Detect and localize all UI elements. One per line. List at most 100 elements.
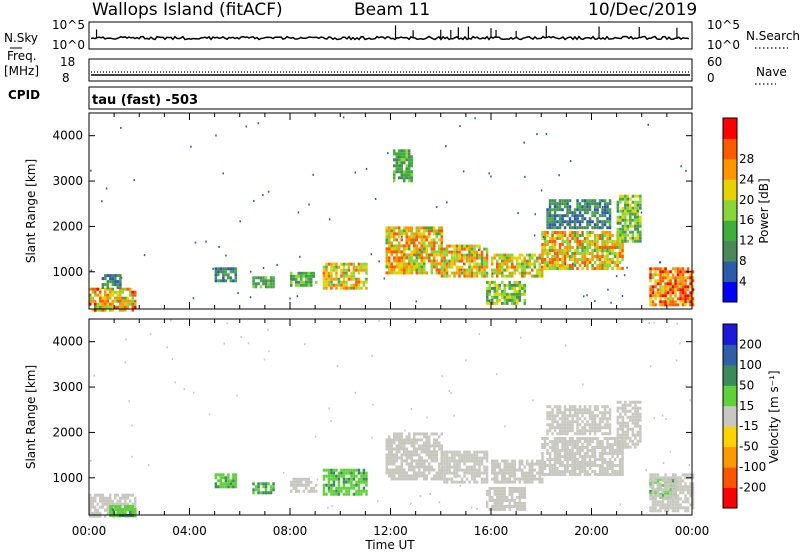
heatmap-cell	[656, 273, 660, 277]
heatmap-cell	[443, 268, 446, 272]
heatmap-cell	[410, 161, 413, 165]
date-label: 10/Dec/2019	[588, 0, 698, 20]
heatmap-cell	[405, 235, 408, 239]
heatmap-cell	[621, 436, 625, 440]
heatmap-cell	[403, 229, 406, 233]
heatmap-cell	[342, 477, 346, 481]
heatmap-cell	[593, 432, 597, 436]
heatmap-cell	[679, 482, 682, 486]
heatmap-cell	[553, 467, 557, 470]
heatmap-cell	[111, 299, 114, 303]
heatmap-cell	[551, 261, 554, 264]
heatmap-cell	[290, 480, 293, 484]
heatmap-cell	[573, 258, 577, 261]
heatmap-cell	[573, 264, 577, 267]
heatmap-cell	[541, 443, 544, 446]
scatter-echo	[113, 506, 115, 509]
heatmap-cell	[538, 477, 541, 481]
heatmap-cell	[608, 414, 612, 418]
heatmap-cell	[531, 262, 534, 266]
heatmap-cell	[483, 477, 486, 481]
heatmap-cell	[531, 480, 534, 484]
colorbar-swatch	[723, 138, 737, 160]
heatmap-cell	[613, 437, 617, 440]
heatmap-cell	[330, 486, 333, 490]
heatmap-cell	[94, 287, 97, 291]
scatter-echo	[486, 500, 488, 503]
heatmap-cell	[405, 462, 408, 466]
heatmap-cell	[350, 477, 353, 481]
heatmap-cell	[674, 291, 677, 295]
heatmap-cell	[99, 293, 102, 297]
heatmap-cell	[558, 226, 562, 230]
heatmap-cell	[418, 456, 421, 460]
heatmap-cell	[413, 468, 416, 472]
heatmap-cell	[410, 250, 413, 254]
heatmap-cell	[486, 489, 489, 493]
heatmap-cell	[388, 256, 391, 260]
heatmap-cell	[624, 206, 627, 210]
heatmap-cell	[684, 282, 687, 286]
heatmap-cell	[405, 271, 408, 275]
heatmap-cell	[438, 226, 441, 230]
heatmap-cell	[234, 273, 238, 277]
heatmap-cell	[576, 437, 579, 440]
heatmap-cell	[518, 504, 521, 508]
heatmap-cell	[478, 265, 481, 269]
heatmap-cell	[300, 271, 303, 275]
heatmap-cell	[543, 440, 547, 443]
heatmap-cell	[553, 458, 557, 461]
heatmap-cell	[222, 276, 225, 280]
heatmap-cell	[385, 253, 388, 257]
heatmap-cell	[691, 488, 695, 492]
heatmap-cell	[443, 250, 446, 254]
heatmap-cell	[124, 499, 127, 503]
heatmap-cell	[603, 202, 607, 206]
heatmap-cell	[581, 258, 584, 261]
heatmap-cell	[428, 259, 431, 263]
heatmap-cell	[428, 465, 431, 469]
heatmap-cell	[470, 268, 474, 272]
heatmap-cell	[639, 194, 642, 198]
heatmap-cell	[300, 274, 303, 278]
heatmap-cell	[681, 279, 685, 283]
heatmap-cell	[480, 450, 484, 454]
heatmap-cell	[538, 271, 541, 275]
heatmap-cell	[227, 479, 230, 483]
heatmap-cell	[563, 414, 567, 418]
heatmap-cell	[413, 247, 416, 251]
heatmap-cell	[290, 483, 293, 487]
heatmap-cell	[425, 438, 428, 442]
heatmap-cell	[398, 167, 401, 171]
heatmap-cell	[501, 498, 504, 502]
scatter-echo	[601, 469, 604, 472]
heatmap-cell	[400, 232, 403, 236]
heatmap-cell	[558, 223, 562, 227]
heatmap-cell	[676, 494, 680, 498]
heatmap-cell	[413, 253, 416, 257]
heatmap-cell	[448, 468, 451, 472]
heatmap-cell	[390, 474, 393, 478]
heatmap-cell	[598, 443, 602, 446]
y-tick-label: 1000	[52, 471, 83, 485]
heatmap-cell	[335, 477, 338, 481]
heatmap-cell	[465, 450, 469, 454]
heatmap-cell	[330, 483, 333, 487]
heatmap-cell	[365, 474, 368, 478]
heatmap-cell	[571, 446, 574, 449]
heatmap-cell	[521, 507, 524, 511]
scatter-echo	[569, 160, 572, 163]
heatmap-cell	[506, 262, 509, 266]
heatmap-cell	[548, 423, 552, 427]
heatmap-cell	[516, 507, 519, 511]
heatmap-cell	[528, 477, 531, 481]
heatmap-cell	[400, 259, 403, 263]
heatmap-cell	[664, 282, 667, 286]
heatmap-cell	[418, 247, 421, 251]
heatmap-cell	[556, 411, 559, 415]
heatmap-cell	[116, 299, 119, 303]
heatmap-cell	[553, 255, 557, 258]
heatmap-cell	[656, 482, 660, 486]
heatmap-cell	[583, 199, 587, 203]
heatmap-cell	[327, 271, 331, 275]
